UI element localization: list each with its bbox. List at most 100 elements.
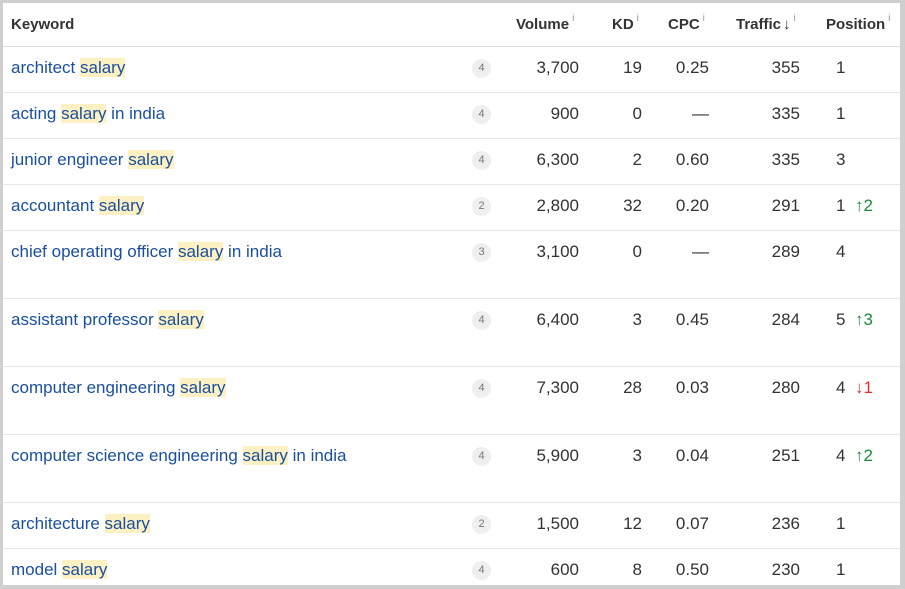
- cpc-value: 0.20: [675, 196, 709, 215]
- table-row: architecture salary 2 1,500 12 0.07 236 1: [3, 502, 900, 549]
- keyword-link[interactable]: assistant professor salary: [11, 310, 204, 330]
- kd-value: 2: [632, 150, 642, 169]
- header-volume[interactable]: Volume i: [516, 13, 575, 33]
- table-row: computer engineering salary 4 7,300 28 0.03 2…: [3, 366, 900, 435]
- position-value: 1: [836, 196, 846, 215]
- info-icon[interactable]: i: [793, 13, 796, 24]
- keyword-highlight: salary: [180, 378, 226, 397]
- volume-value: 3,100: [536, 242, 579, 261]
- traffic-value: 284: [771, 310, 800, 329]
- traffic-value: 251: [771, 446, 800, 465]
- volume-value: 600: [550, 560, 579, 579]
- keyword-link[interactable]: junior engineer salary: [11, 150, 174, 170]
- kd-value: 3: [632, 446, 642, 465]
- kd-value: 8: [632, 560, 642, 579]
- keyword-link[interactable]: architecture salary: [11, 514, 150, 534]
- keyword-text: computer engineering: [11, 378, 181, 397]
- keyword-highlight: salary: [79, 58, 126, 77]
- serp-features-badge[interactable]: 4: [472, 105, 491, 124]
- serp-features-badge[interactable]: 4: [472, 379, 491, 398]
- keyword-text: computer science engineering: [11, 446, 243, 465]
- keyword-highlight: salary: [158, 310, 204, 329]
- keyword-link[interactable]: architect salary: [11, 58, 126, 78]
- info-icon[interactable]: i: [572, 13, 575, 24]
- volume-value: 6,300: [536, 150, 579, 169]
- position-value: 1: [836, 560, 846, 579]
- traffic-value: 335: [771, 150, 800, 169]
- header-traffic-label: Traffic: [736, 16, 782, 33]
- keyword-highlight: salary: [128, 150, 174, 169]
- keyword-link[interactable]: computer engineering salary: [11, 378, 226, 398]
- info-icon[interactable]: i: [702, 13, 705, 24]
- serp-features-badge[interactable]: 4: [472, 59, 491, 78]
- keyword-highlight: salary: [98, 196, 145, 215]
- table-row: acting salary in india 4 900 0 — 335 1: [3, 92, 900, 139]
- volume-value: 7,300: [536, 378, 579, 397]
- volume-value: 2,800: [536, 196, 579, 215]
- position-value: 1: [836, 58, 846, 77]
- cpc-value: 0.03: [675, 378, 709, 397]
- info-icon[interactable]: i: [636, 13, 639, 24]
- header-position[interactable]: Position i: [826, 13, 891, 33]
- serp-features-badge[interactable]: 4: [472, 447, 491, 466]
- keyword-link[interactable]: acting salary in india: [11, 104, 165, 124]
- table-row: chief operating officer salary in india 3…: [3, 230, 900, 299]
- cpc-value: 0.45: [675, 310, 709, 329]
- kd-value: 12: [623, 514, 642, 533]
- keyword-text-after: in india: [223, 242, 282, 261]
- position-change: ↓1: [855, 378, 873, 397]
- info-icon[interactable]: i: [888, 13, 891, 24]
- serp-features-badge[interactable]: 4: [472, 311, 491, 330]
- traffic-value: 335: [771, 104, 800, 123]
- kd-value: 28: [623, 378, 642, 397]
- kd-value: 0: [632, 242, 642, 261]
- traffic-value: 289: [771, 242, 800, 261]
- keyword-link[interactable]: chief operating officer salary in india: [11, 242, 282, 262]
- table-row: architect salary 4 3,700 19 0.25 355 1: [3, 46, 900, 93]
- position-value: 4: [836, 242, 846, 261]
- header-keyword[interactable]: Keyword: [11, 16, 75, 33]
- serp-features-badge[interactable]: 2: [472, 197, 491, 216]
- serp-features-badge[interactable]: 4: [472, 151, 491, 170]
- position-value: 4: [836, 446, 846, 465]
- header-kd-label: KD: [612, 16, 634, 33]
- cpc-value: —: [692, 242, 709, 261]
- header-cpc-label: CPC: [668, 16, 700, 33]
- table-row: assistant professor salary 4 6,400 3 0.45 284…: [3, 298, 900, 367]
- keyword-link[interactable]: accountant salary: [11, 196, 145, 216]
- keyword-highlight: salary: [177, 242, 224, 261]
- table-row: junior engineer salary 4 6,300 2 0.60 335 3: [3, 138, 900, 185]
- header-kd[interactable]: KD i: [612, 13, 639, 33]
- keyword-highlight: salary: [104, 514, 150, 533]
- header-cpc[interactable]: CPC i: [668, 13, 705, 33]
- sort-desc-icon[interactable]: ↓: [783, 16, 791, 33]
- serp-features-badge[interactable]: 3: [472, 243, 491, 262]
- volume-value: 3,700: [536, 58, 579, 77]
- keyword-text: model: [11, 560, 63, 579]
- position-value: 1: [836, 104, 846, 123]
- volume-value: 5,900: [536, 446, 579, 465]
- keyword-link[interactable]: model salary: [11, 560, 108, 580]
- table-row: accountant salary 2 2,800 32 0.20 291 1 ↑2: [3, 184, 900, 231]
- position-change: ↑2: [855, 196, 873, 215]
- serp-features-badge[interactable]: 4: [472, 561, 491, 580]
- keyword-highlight: salary: [242, 446, 288, 465]
- keyword-link[interactable]: computer science engineering salary in i…: [11, 446, 347, 466]
- table-row: computer science engineering salary in i…: [3, 434, 900, 503]
- traffic-value: 230: [771, 560, 800, 579]
- traffic-value: 355: [771, 58, 800, 77]
- keyword-highlight: salary: [62, 560, 108, 579]
- kd-value: 19: [623, 58, 642, 77]
- serp-features-badge[interactable]: 2: [472, 515, 491, 534]
- position-change: ↑2: [855, 446, 873, 465]
- cpc-value: —: [692, 104, 709, 123]
- position-value: 5: [836, 310, 846, 329]
- volume-value: 900: [550, 104, 579, 123]
- traffic-value: 280: [771, 378, 800, 397]
- keyword-text: junior engineer: [11, 150, 129, 169]
- kd-value: 0: [632, 104, 642, 123]
- header-traffic[interactable]: Traffic ↓ i: [736, 13, 796, 33]
- keyword-text: chief operating officer: [11, 242, 178, 261]
- keyword-highlight: salary: [61, 104, 107, 123]
